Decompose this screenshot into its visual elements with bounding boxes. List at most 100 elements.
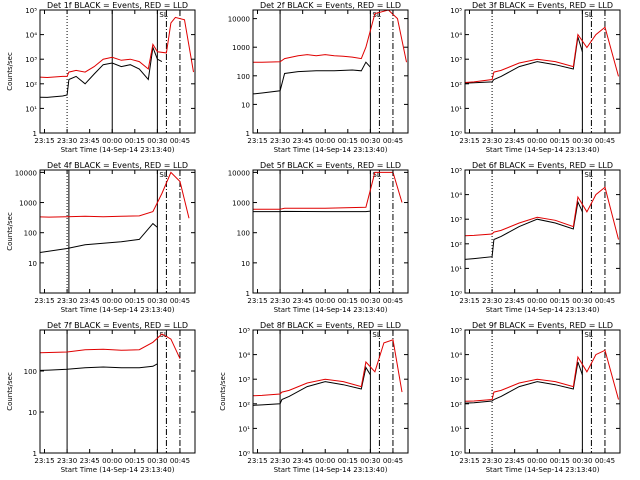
y-tick-label: 10³: [238, 376, 250, 384]
y-tick-label: 1: [33, 450, 37, 458]
series-line-events: [40, 222, 158, 254]
series-line-events: [465, 36, 583, 84]
x-tick-label: 23:30: [57, 137, 77, 145]
x-axis-label: Start Time (14-Sep-14 23:13:40): [274, 466, 388, 474]
series-line-lld: [465, 349, 619, 402]
series-line-events: [465, 361, 583, 404]
y-tick-label: 10⁵: [25, 7, 37, 15]
y-tick-label: 1: [33, 130, 37, 138]
x-axis-label: Start Time (14-Sep-14 23:13:40): [61, 306, 175, 314]
y-tick-label: 10⁴: [25, 32, 37, 40]
x-tick-label: 23:15: [247, 297, 267, 305]
y-axis-label: Counts/sec: [6, 372, 14, 411]
x-tick-label: 23:30: [482, 457, 502, 465]
x-tick-label: 23:15: [247, 457, 267, 465]
x-tick-label: 00:30: [572, 297, 592, 305]
x-tick-label: 00:00: [315, 297, 335, 305]
y-axis-label: Counts/sec: [6, 52, 14, 91]
series-line-lld: [40, 16, 194, 79]
x-tick-label: 23:45: [505, 137, 525, 145]
y-tick-label: 100: [237, 73, 250, 81]
series-line-events: [465, 200, 583, 260]
series-line-lld: [40, 333, 181, 359]
x-tick-label: 00:15: [338, 457, 358, 465]
plot-frame: [39, 9, 196, 134]
y-tick-label: 10³: [450, 216, 462, 224]
x-axis-label: Start Time (14-Sep-14 23:13:40): [61, 146, 175, 154]
plot-frame: [252, 329, 409, 454]
x-tick-label: 00:45: [170, 137, 190, 145]
y-tick-label: 10²: [450, 81, 462, 89]
x-tick-label: 00:15: [550, 297, 570, 305]
plot-frame: [252, 169, 409, 294]
chart-title: Det 8f BLACK = Events, RED = LLD: [260, 321, 401, 330]
x-tick-label: 00:00: [527, 137, 547, 145]
chart-title: Det 2f BLACK = Events, RED = LLD: [260, 1, 401, 10]
series-line-lld: [40, 171, 190, 219]
y-tick-label: 10⁴: [450, 352, 462, 360]
x-tick-label: 00:45: [170, 297, 190, 305]
x-tick-label: 23:15: [459, 137, 479, 145]
x-tick-label: 00:30: [360, 137, 380, 145]
chart-title: Det 4f BLACK = Events, RED = LLD: [47, 161, 188, 170]
marker-label: SL: [584, 331, 592, 339]
y-tick-label: 10³: [450, 56, 462, 64]
x-tick-label: 00:00: [527, 297, 547, 305]
x-tick-label: 23:15: [459, 457, 479, 465]
y-tick-label: 10¹: [450, 105, 462, 113]
x-tick-label: 00:30: [147, 137, 167, 145]
x-tick-label: 23:30: [57, 297, 77, 305]
y-tick-label: 10⁴: [450, 192, 462, 200]
x-axis-label: Start Time (14-Sep-14 23:13:40): [274, 146, 388, 154]
y-tick-label: 10¹: [450, 425, 462, 433]
x-axis-label: Start Time (14-Sep-14 23:13:40): [486, 306, 600, 314]
x-tick-label: 00:45: [383, 137, 403, 145]
series-line-lld: [253, 171, 403, 210]
x-tick-label: 00:30: [147, 297, 167, 305]
x-axis-label: Start Time (14-Sep-14 23:13:40): [486, 146, 600, 154]
y-tick-label: 1000: [19, 200, 37, 208]
x-tick-label: 23:15: [34, 297, 54, 305]
y-tick-label: 10¹: [25, 105, 37, 113]
x-tick-label: 00:30: [572, 457, 592, 465]
y-tick-label: 10000: [15, 169, 37, 177]
x-tick-label: 23:15: [247, 137, 267, 145]
plot-frame: [39, 169, 196, 294]
y-tick-label: 10¹: [450, 265, 462, 273]
x-tick-label: 00:45: [595, 457, 615, 465]
x-axis-label: Start Time (14-Sep-14 23:13:40): [274, 306, 388, 314]
marker-label: SL: [372, 171, 380, 179]
x-tick-label: 23:15: [459, 297, 479, 305]
x-tick-label: 00:30: [360, 457, 380, 465]
x-axis-label: Start Time (14-Sep-14 23:13:40): [486, 466, 600, 474]
x-tick-label: 23:15: [34, 137, 54, 145]
y-tick-label: 10³: [450, 376, 462, 384]
x-tick-label: 00:30: [572, 137, 592, 145]
y-tick-label: 10²: [450, 401, 462, 409]
marker-label: SL: [372, 331, 380, 339]
chart-title: Det 3f BLACK = Events, RED = LLD: [472, 1, 613, 10]
y-tick-label: 10⁰: [238, 450, 250, 458]
y-tick-label: 100: [237, 230, 250, 238]
y-tick-label: 1000: [232, 200, 250, 208]
y-tick-label: 10²: [238, 401, 250, 409]
y-tick-label: 10⁵: [238, 327, 250, 335]
x-tick-label: 00:30: [147, 457, 167, 465]
series-line-lld: [253, 10, 407, 63]
y-tick-label: 100: [24, 230, 37, 238]
x-tick-label: 23:45: [505, 297, 525, 305]
series-line-events: [253, 210, 371, 213]
y-tick-label: 10: [28, 260, 37, 268]
x-tick-label: 23:30: [270, 457, 290, 465]
x-tick-label: 23:45: [80, 137, 100, 145]
y-tick-label: 10⁵: [450, 167, 462, 175]
chart-title: Det 6f BLACK = Events, RED = LLD: [472, 161, 613, 170]
y-tick-label: 100: [24, 368, 37, 376]
series-line-events: [253, 61, 371, 95]
